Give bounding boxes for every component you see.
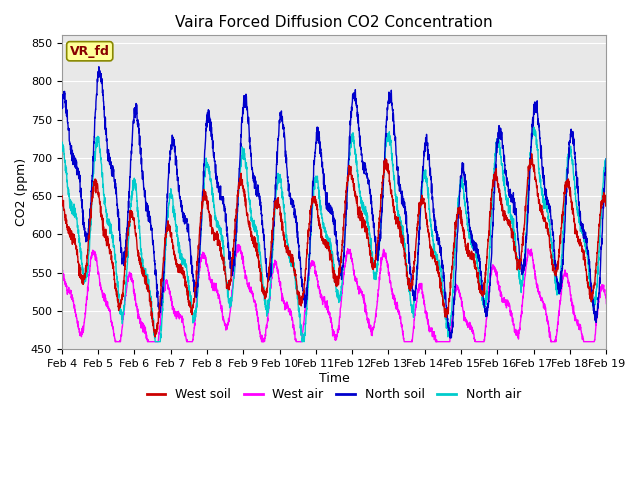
Text: VR_fd: VR_fd [70,45,109,58]
X-axis label: Time: Time [319,372,349,385]
Y-axis label: CO2 (ppm): CO2 (ppm) [15,158,28,227]
Title: Vaira Forced Diffusion CO2 Concentration: Vaira Forced Diffusion CO2 Concentration [175,15,493,30]
Legend: West soil, West air, North soil, North air: West soil, West air, North soil, North a… [141,383,526,406]
